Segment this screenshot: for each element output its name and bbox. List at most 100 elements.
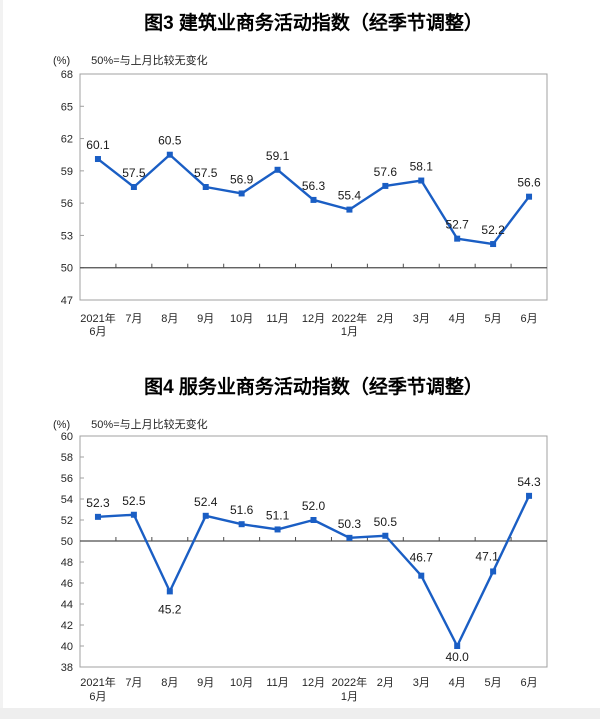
data-label: 56.3 — [302, 179, 326, 193]
data-label: 40.0 — [446, 650, 470, 664]
x-tick-label: 6月 — [520, 677, 537, 689]
data-point-markers — [94, 492, 533, 649]
x-tick-label: 1月 — [341, 326, 358, 338]
y-tick-label: 42 — [61, 620, 73, 632]
x-tick-label: 5月 — [485, 313, 502, 325]
y-tick-label: 44 — [61, 599, 73, 611]
chart4-line-plot: 38 40 42 44 46 48 50 52 54 56 58 60 2021年 6月 7月 8月 9月 10月… — [61, 431, 548, 703]
y-tick-label: 54 — [61, 494, 73, 506]
x-tick-label: 2022年 — [332, 675, 367, 689]
data-label: 57.6 — [374, 165, 398, 179]
data-labels: 60.1 57.5 60.5 57.5 56.9 59.1 56.3 55.4 57.6 58.1… — [86, 134, 541, 237]
data-label: 57.5 — [122, 166, 146, 180]
x-tick-label: 9月 — [197, 677, 214, 689]
data-label: 50.3 — [338, 517, 362, 531]
y-tick-label: 58 — [61, 452, 73, 464]
x-tick-label: 12月 — [302, 677, 325, 689]
chart4-subtitle-row: (%) 50%=与上月比较无变化 — [53, 416, 573, 432]
page-bottom-edge — [0, 708, 600, 719]
data-label: 57.5 — [194, 166, 218, 180]
x-tick-label: 7月 — [125, 677, 142, 689]
x-tick-label: 2021年 — [80, 675, 115, 689]
data-label: 60.1 — [86, 138, 110, 152]
x-tick-label: 1月 — [341, 691, 358, 703]
y-axis: 47 50 53 56 59 62 65 68 — [61, 69, 84, 307]
data-label: 52.3 — [86, 496, 110, 510]
x-tick-label: 7月 — [125, 313, 142, 325]
y-tick-label: 50 — [61, 536, 73, 548]
data-label: 47.1 — [475, 549, 499, 563]
x-tick-label: 2月 — [377, 313, 394, 325]
data-label: 59.1 — [266, 149, 290, 163]
y-tick-label: 40 — [61, 641, 73, 653]
y-tick-label: 46 — [61, 578, 73, 590]
x-tick-label: 6月 — [89, 326, 106, 338]
x-tick-label: 2月 — [377, 677, 394, 689]
x-tick-label: 3月 — [413, 313, 430, 325]
x-axis-labels: 2021年 6月 7月 8月 9月 10月 11月 12月 2022年 1月 2月 3月 4月 5月 6月 — [80, 675, 537, 703]
x-tick-label: 4月 — [449, 677, 466, 689]
data-label: 52.4 — [194, 495, 218, 509]
plot-frame — [79, 435, 548, 668]
y-tick-label: 56 — [61, 198, 73, 210]
y-tick-label: 59 — [61, 166, 73, 178]
y-tick-label: 65 — [61, 101, 73, 113]
data-label: 52.2 — [481, 223, 505, 237]
x-tick-label: 4月 — [449, 313, 466, 325]
x-tick-label: 3月 — [413, 677, 430, 689]
x-tick-label: 11月 — [266, 677, 288, 689]
chart3-subtitle-row: (%) 50%=与上月比较无变化 — [53, 52, 573, 68]
x-tick-label: 8月 — [161, 677, 178, 689]
chart4-title: 图4 服务业商务活动指数（经季节调整） — [144, 377, 483, 398]
data-label: 52.7 — [446, 218, 470, 232]
data-label: 56.6 — [517, 176, 541, 190]
data-labels: 52.3 52.5 45.2 52.4 51.6 51.1 52.0 50.3 50.5 46.7… — [86, 475, 541, 664]
x-tick-label: 10月 — [230, 313, 253, 325]
x-tick-label: 12月 — [302, 313, 325, 325]
data-label: 54.3 — [517, 475, 541, 489]
y-tick-label: 56 — [61, 473, 73, 485]
x-tick-label: 6月 — [520, 313, 537, 325]
data-label: 56.9 — [230, 172, 254, 186]
data-label: 45.2 — [158, 602, 182, 616]
data-label: 52.0 — [302, 499, 326, 513]
x-tick-label: 8月 — [161, 313, 178, 325]
y-tick-label: 68 — [61, 69, 73, 81]
y-tick-label: 62 — [61, 134, 73, 146]
x-tick-label: 9月 — [197, 313, 214, 325]
page-left-edge — [0, 0, 3, 719]
data-label: 52.5 — [122, 494, 146, 508]
data-label: 46.7 — [410, 551, 434, 565]
plot-frame — [79, 73, 548, 301]
data-label: 60.5 — [158, 134, 182, 148]
y-tick-label: 48 — [61, 557, 73, 569]
x-tick-label: 2021年 — [80, 311, 115, 325]
y-tick-label: 53 — [61, 230, 73, 242]
data-label: 51.6 — [230, 503, 254, 517]
x-tick-label: 2022年 — [332, 311, 367, 325]
reference-line-50 — [80, 537, 547, 542]
y-axis: 38 40 42 44 46 48 50 52 54 56 58 60 — [61, 431, 84, 674]
chart3-reference-note: 50%=与上月比较无变化 — [91, 55, 208, 67]
chart3-title: 图3 建筑业商务活动指数（经季节调整） — [144, 13, 483, 34]
chart4-reference-note: 50%=与上月比较无变化 — [91, 419, 208, 431]
x-tick-label: 10月 — [230, 677, 253, 689]
x-tick-label: 11月 — [266, 313, 288, 325]
data-point-markers — [94, 151, 533, 248]
y-tick-label: 52 — [61, 515, 73, 527]
chart3-y-axis-unit: (%) — [53, 55, 71, 67]
data-label: 50.5 — [374, 515, 398, 529]
y-tick-label: 38 — [61, 662, 73, 674]
y-tick-label: 60 — [61, 431, 73, 443]
reference-line-50 — [80, 263, 547, 269]
y-tick-label: 47 — [61, 295, 73, 307]
x-tick-label: 6月 — [89, 691, 106, 703]
data-label: 58.1 — [410, 160, 434, 174]
chart4-y-axis-unit: (%) — [53, 419, 71, 431]
x-tick-label: 5月 — [485, 677, 502, 689]
data-label: 51.1 — [266, 508, 290, 522]
y-tick-label: 50 — [61, 263, 73, 275]
